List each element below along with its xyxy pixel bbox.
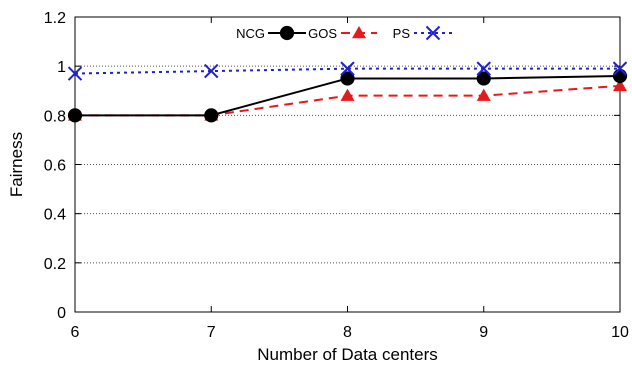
legend-item-gos: GOS	[308, 26, 377, 41]
x-tick-label: 10	[611, 324, 629, 341]
data-point-ps	[612, 61, 628, 76]
axis-ticks: 0 0.2 0.4 0.6 0.8 1 1.2 6 7 8 9 10	[44, 10, 629, 341]
data-point-ps	[67, 66, 83, 81]
y-tick-label: 1	[57, 59, 66, 76]
data-point-gos	[340, 88, 355, 101]
data-point-gos	[476, 88, 491, 101]
data-point-ncg	[476, 71, 491, 86]
legend-label: GOS	[308, 26, 337, 41]
x-axis-title: Number of Data centers	[257, 345, 437, 364]
x-tick-label: 6	[71, 324, 80, 341]
x-tick-label: 7	[207, 324, 216, 341]
y-axis-title: Fairness	[7, 132, 26, 197]
y-tick-label: 0.4	[44, 207, 66, 224]
legend-label: PS	[393, 26, 411, 41]
data-point-ncg	[340, 71, 355, 86]
x-tick-label: 9	[479, 324, 488, 341]
legend-item-ps: PS	[393, 25, 452, 41]
legend-marker-ncg	[279, 25, 295, 41]
y-tick-label: 0.6	[44, 158, 66, 175]
x-tick-label: 8	[343, 324, 352, 341]
series-layer	[67, 61, 628, 123]
legend-marker-gos	[352, 26, 366, 39]
y-tick-label: 1.2	[44, 10, 66, 27]
legend-item-ncg: NCG	[236, 25, 306, 41]
data-point-ps	[204, 63, 219, 79]
legend: NCG GOS PS	[236, 25, 452, 41]
data-point-gos	[613, 78, 627, 92]
legend-label: NCG	[236, 26, 265, 41]
data-point-ncg	[204, 108, 219, 123]
series-ps	[67, 61, 628, 81]
data-point-ncg	[612, 68, 628, 84]
y-tick-label: 0.8	[44, 108, 66, 125]
legend-marker-ps	[425, 25, 441, 41]
data-point-ps	[340, 61, 355, 76]
data-point-ncg	[67, 108, 83, 123]
data-point-ps	[476, 61, 491, 76]
y-tick-label: 0	[57, 305, 66, 322]
y-tick-label: 0.2	[44, 256, 66, 273]
